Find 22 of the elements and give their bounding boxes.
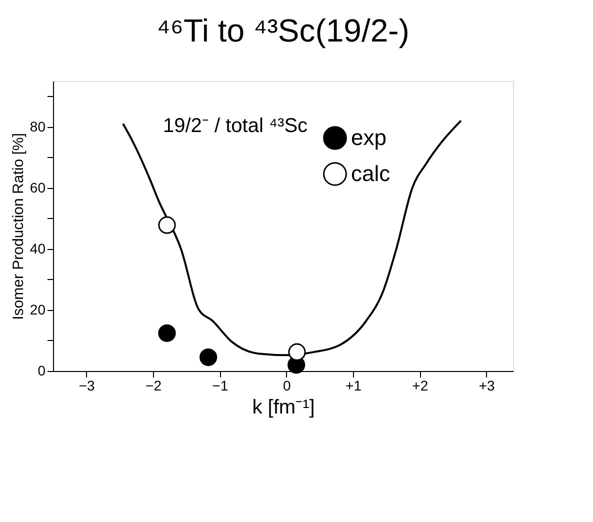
annotation: 19/2⁻ / total ⁴³Sc — [163, 115, 308, 137]
x-tick-label: −2 — [146, 378, 162, 394]
legend-label: calc — [351, 161, 390, 186]
y-tick-label: 80 — [30, 118, 46, 134]
legend-label: exp — [351, 125, 386, 150]
y-tick-label: 60 — [30, 179, 46, 196]
x-axis-title: k [fm⁻¹] — [252, 396, 315, 418]
point — [158, 216, 176, 234]
y-tick-label: 0 — [38, 362, 46, 378]
x-tick-label: −1 — [212, 378, 228, 394]
x-tick-label: 0 — [282, 378, 291, 394]
point — [288, 343, 306, 361]
x-tick-label: +3 — [478, 378, 496, 394]
y-axis-title: Isomer Production Ratio [%] — [10, 133, 27, 320]
y-tick-label: 20 — [30, 301, 46, 318]
chart-title: ⁴⁶Ti to ⁴³Sc(19/2-) — [156, 12, 410, 48]
x-tick-label: +1 — [346, 378, 362, 394]
point — [158, 324, 176, 342]
point — [200, 348, 218, 366]
y-tick-label: 40 — [30, 240, 46, 256]
x-tick-label: +2 — [412, 378, 428, 394]
x-tick-label: −3 — [78, 378, 96, 394]
